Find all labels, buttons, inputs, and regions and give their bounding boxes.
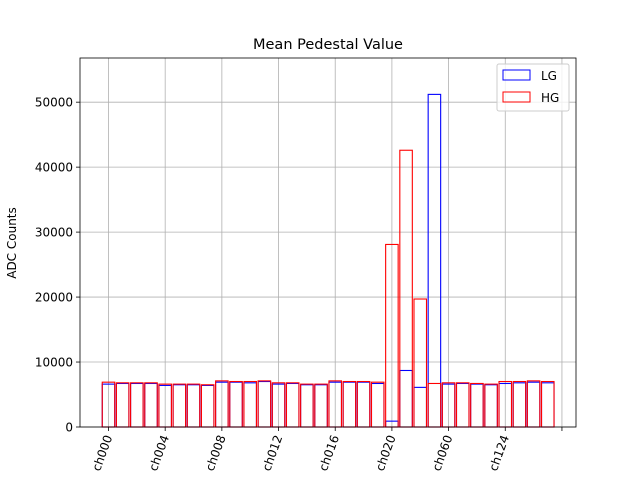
legend-label-hg: HG	[541, 91, 559, 105]
y-tick-label: 30000	[35, 225, 73, 239]
legend-swatch-hg	[502, 91, 531, 103]
chart-title: Mean Pedestal Value	[253, 37, 403, 53]
grid-lines	[80, 58, 576, 428]
legend: LG HG	[496, 63, 570, 112]
y-tick-label: 20000	[35, 290, 73, 304]
legend-frame	[496, 63, 570, 112]
plot-frame	[79, 57, 577, 428]
y-axis-label: ADC Counts	[5, 207, 19, 279]
legend-label-lg: LG	[541, 69, 557, 83]
y-tick-label: 50000	[35, 95, 73, 109]
legend-swatch-lg	[502, 69, 531, 81]
y-tick-label: 10000	[35, 355, 73, 369]
y-tick-label: 0	[65, 420, 73, 434]
y-tick-label: 40000	[35, 160, 73, 174]
y-axis: 0 10000 20000 30000 40000 50000	[35, 95, 80, 434]
